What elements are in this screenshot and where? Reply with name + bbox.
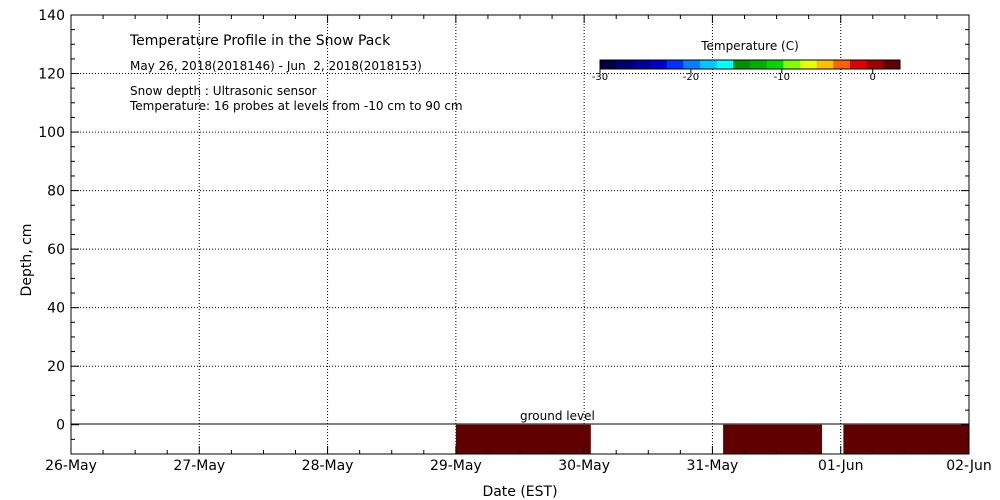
x-tick-label: 31-May (687, 458, 739, 474)
colorbar-swatch (650, 60, 668, 69)
colorbar-swatch (883, 60, 901, 69)
ground-level-label: ground level (520, 409, 595, 423)
colorbar-swatch (800, 60, 818, 69)
y-tick-label: 20 (47, 359, 65, 375)
annotation-temperature-probes: Temperature: 16 probes at levels from -1… (129, 99, 463, 113)
y-tick-label: 100 (38, 125, 65, 141)
chart-title: Temperature Profile in the Snow Pack (129, 33, 391, 49)
plot-frame (70, 14, 970, 455)
y-tick-label: 0 (56, 418, 65, 434)
colorbar-swatch (616, 60, 634, 69)
y-tick-label: 40 (47, 301, 65, 317)
x-tick-label: 02-Jun (946, 458, 992, 474)
colorbar-frame (599, 59, 901, 70)
x-tick-label: 30-May (558, 458, 610, 474)
y-tick-label: 60 (47, 242, 65, 258)
colorbar-swatch (633, 60, 651, 69)
colorbar-swatch (600, 60, 618, 69)
y-tick-label: 140 (38, 8, 65, 24)
colorbar-swatch (700, 60, 718, 69)
x-tick-label: 27-May (173, 458, 225, 474)
colorbar-swatch (816, 60, 834, 69)
y-tick-label: 120 (38, 67, 65, 83)
temperature-segment (455, 424, 591, 454)
colorbar-swatch (750, 60, 768, 69)
x-tick-label: 28-May (302, 458, 354, 474)
colorbar-tick-label: -30 (592, 72, 608, 83)
colorbar-swatch (833, 60, 851, 69)
x-tick-label: 26-May (45, 458, 97, 474)
colorbar-swatch (766, 60, 784, 69)
colorbar-swatch (866, 60, 884, 69)
temperature-colorbar (599, 59, 901, 73)
colorbar-tick-label: -10 (774, 72, 790, 83)
colorbar-swatch (716, 60, 734, 69)
colorbar-swatch (733, 60, 751, 69)
annotation-snow-depth: Snow depth : Ultrasonic sensor (130, 84, 317, 98)
temperature-fill-segments (455, 424, 969, 454)
x-tick-labels: 26-May 27-May 28-May 29-May 30-May 31-May 01-J… (45, 458, 992, 474)
y-tick-label: 80 (47, 184, 65, 200)
y-axis-label: Depth, cm (19, 224, 35, 297)
chart-subtitle: May 26, 2018(2018146) - Jun 2, 2018(2018… (130, 59, 422, 73)
x-axis-label: Date (EST) (482, 484, 557, 500)
colorbar-tick-label: -20 (683, 72, 699, 83)
x-tick-label: 01-Jun (818, 458, 864, 474)
colorbar-tick-label: 0 (870, 72, 876, 83)
colorbar-swatch (666, 60, 684, 69)
x-tick-label: 29-May (430, 458, 482, 474)
grid-lines (71, 15, 969, 454)
colorbar-swatch (850, 60, 868, 69)
colorbar-tick-labels: -30 -20 -10 0 (592, 72, 876, 83)
colorbar-label: Temperature (C) (700, 39, 799, 53)
colorbar-swatch (783, 60, 801, 69)
temperature-segment (843, 424, 969, 454)
y-tick-labels: 0 20 40 60 80 100 120 140 (38, 8, 65, 434)
temperature-segment (723, 424, 823, 454)
colorbar-swatch (683, 60, 701, 69)
axis-ticks (70, 14, 970, 455)
